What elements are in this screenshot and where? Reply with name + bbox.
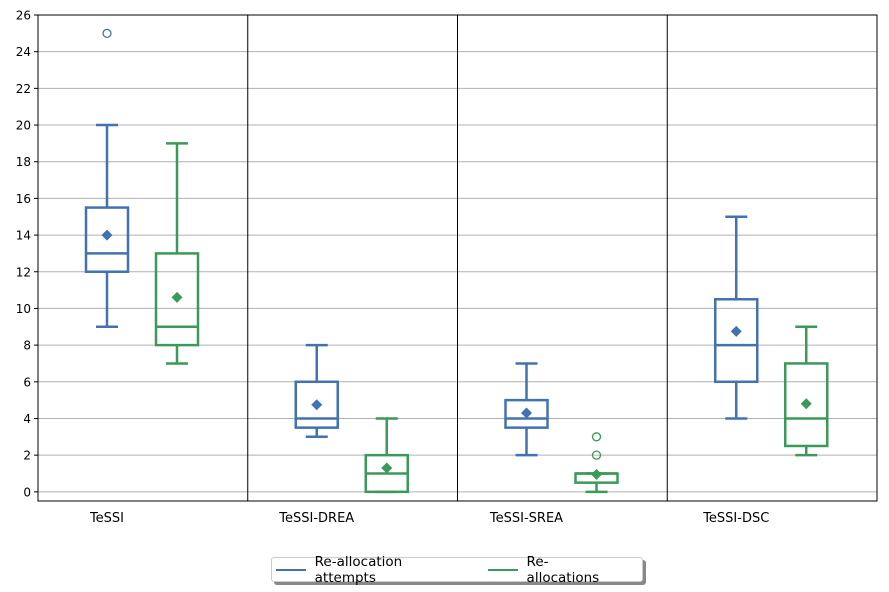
x-tick-label: TeSSI [89,511,124,526]
mean-marker [381,462,393,474]
y-tick-label: 14 [16,229,31,243]
y-tick-label: 20 [16,119,31,133]
x-axis-ticks: TeSSI TeSSI-DREA TeSSI-SREA TeSSI-DSC [89,511,769,526]
box-iqr [504,398,549,429]
chart-legend: Re-allocation attempts Re-allocations [271,554,643,586]
mean-marker [311,399,323,411]
box-attempts [294,343,339,439]
y-tick-label: 26 [16,9,31,23]
box-attempts [714,215,759,420]
y-tick-label: 12 [16,265,31,279]
legend-item-attempts: Re-allocation attempts [276,554,466,586]
box-iqr [714,298,759,384]
mean-marker [521,407,532,419]
y-tick-label: 0 [23,485,31,499]
legend-label-attempts: Re-allocation attempts [314,553,403,586]
box-reallocations [364,417,409,494]
box-reallocations [154,142,200,365]
mean-marker [101,229,113,241]
y-tick-label: 4 [23,412,31,426]
legend-swatch-reallocations [487,568,518,571]
x-tick-label: TeSSI-DREA [278,511,354,526]
x-tick-label: TeSSI-DSC [702,511,769,526]
mean-marker [591,468,602,480]
box-iqr [84,206,130,274]
mean-marker [171,291,183,303]
box-iqr [784,362,829,448]
box-series [84,28,829,494]
plot-frame [37,14,878,502]
x-tick-label: TeSSI-SREA [489,511,563,526]
box-reallocations [784,325,829,457]
outlier-point [591,432,602,442]
y-tick-label: 2 [23,449,31,463]
outlier-point [102,28,112,38]
mean-marker [730,325,742,337]
box-iqr [154,252,200,347]
box-attempts [504,362,549,457]
legend-item-reallocations: Re-allocations [487,553,620,586]
legend-swatch-attempts [276,568,306,571]
legend-label-reallocations: Re-allocations [526,553,600,586]
box-iqr [294,380,339,429]
y-tick-label: 24 [16,45,31,59]
box-reallocations [574,432,619,494]
y-tick-label: 6 [23,375,31,389]
category-separators [247,15,668,501]
y-tick-label: 8 [23,339,31,353]
y-tick-label: 10 [16,302,31,316]
y-tick-label: 16 [16,192,31,206]
box-attempts [84,28,130,329]
mean-marker [800,398,812,410]
y-tick-label: 18 [16,155,31,169]
y-tick-label: 22 [16,82,31,96]
outlier-point [591,450,602,460]
